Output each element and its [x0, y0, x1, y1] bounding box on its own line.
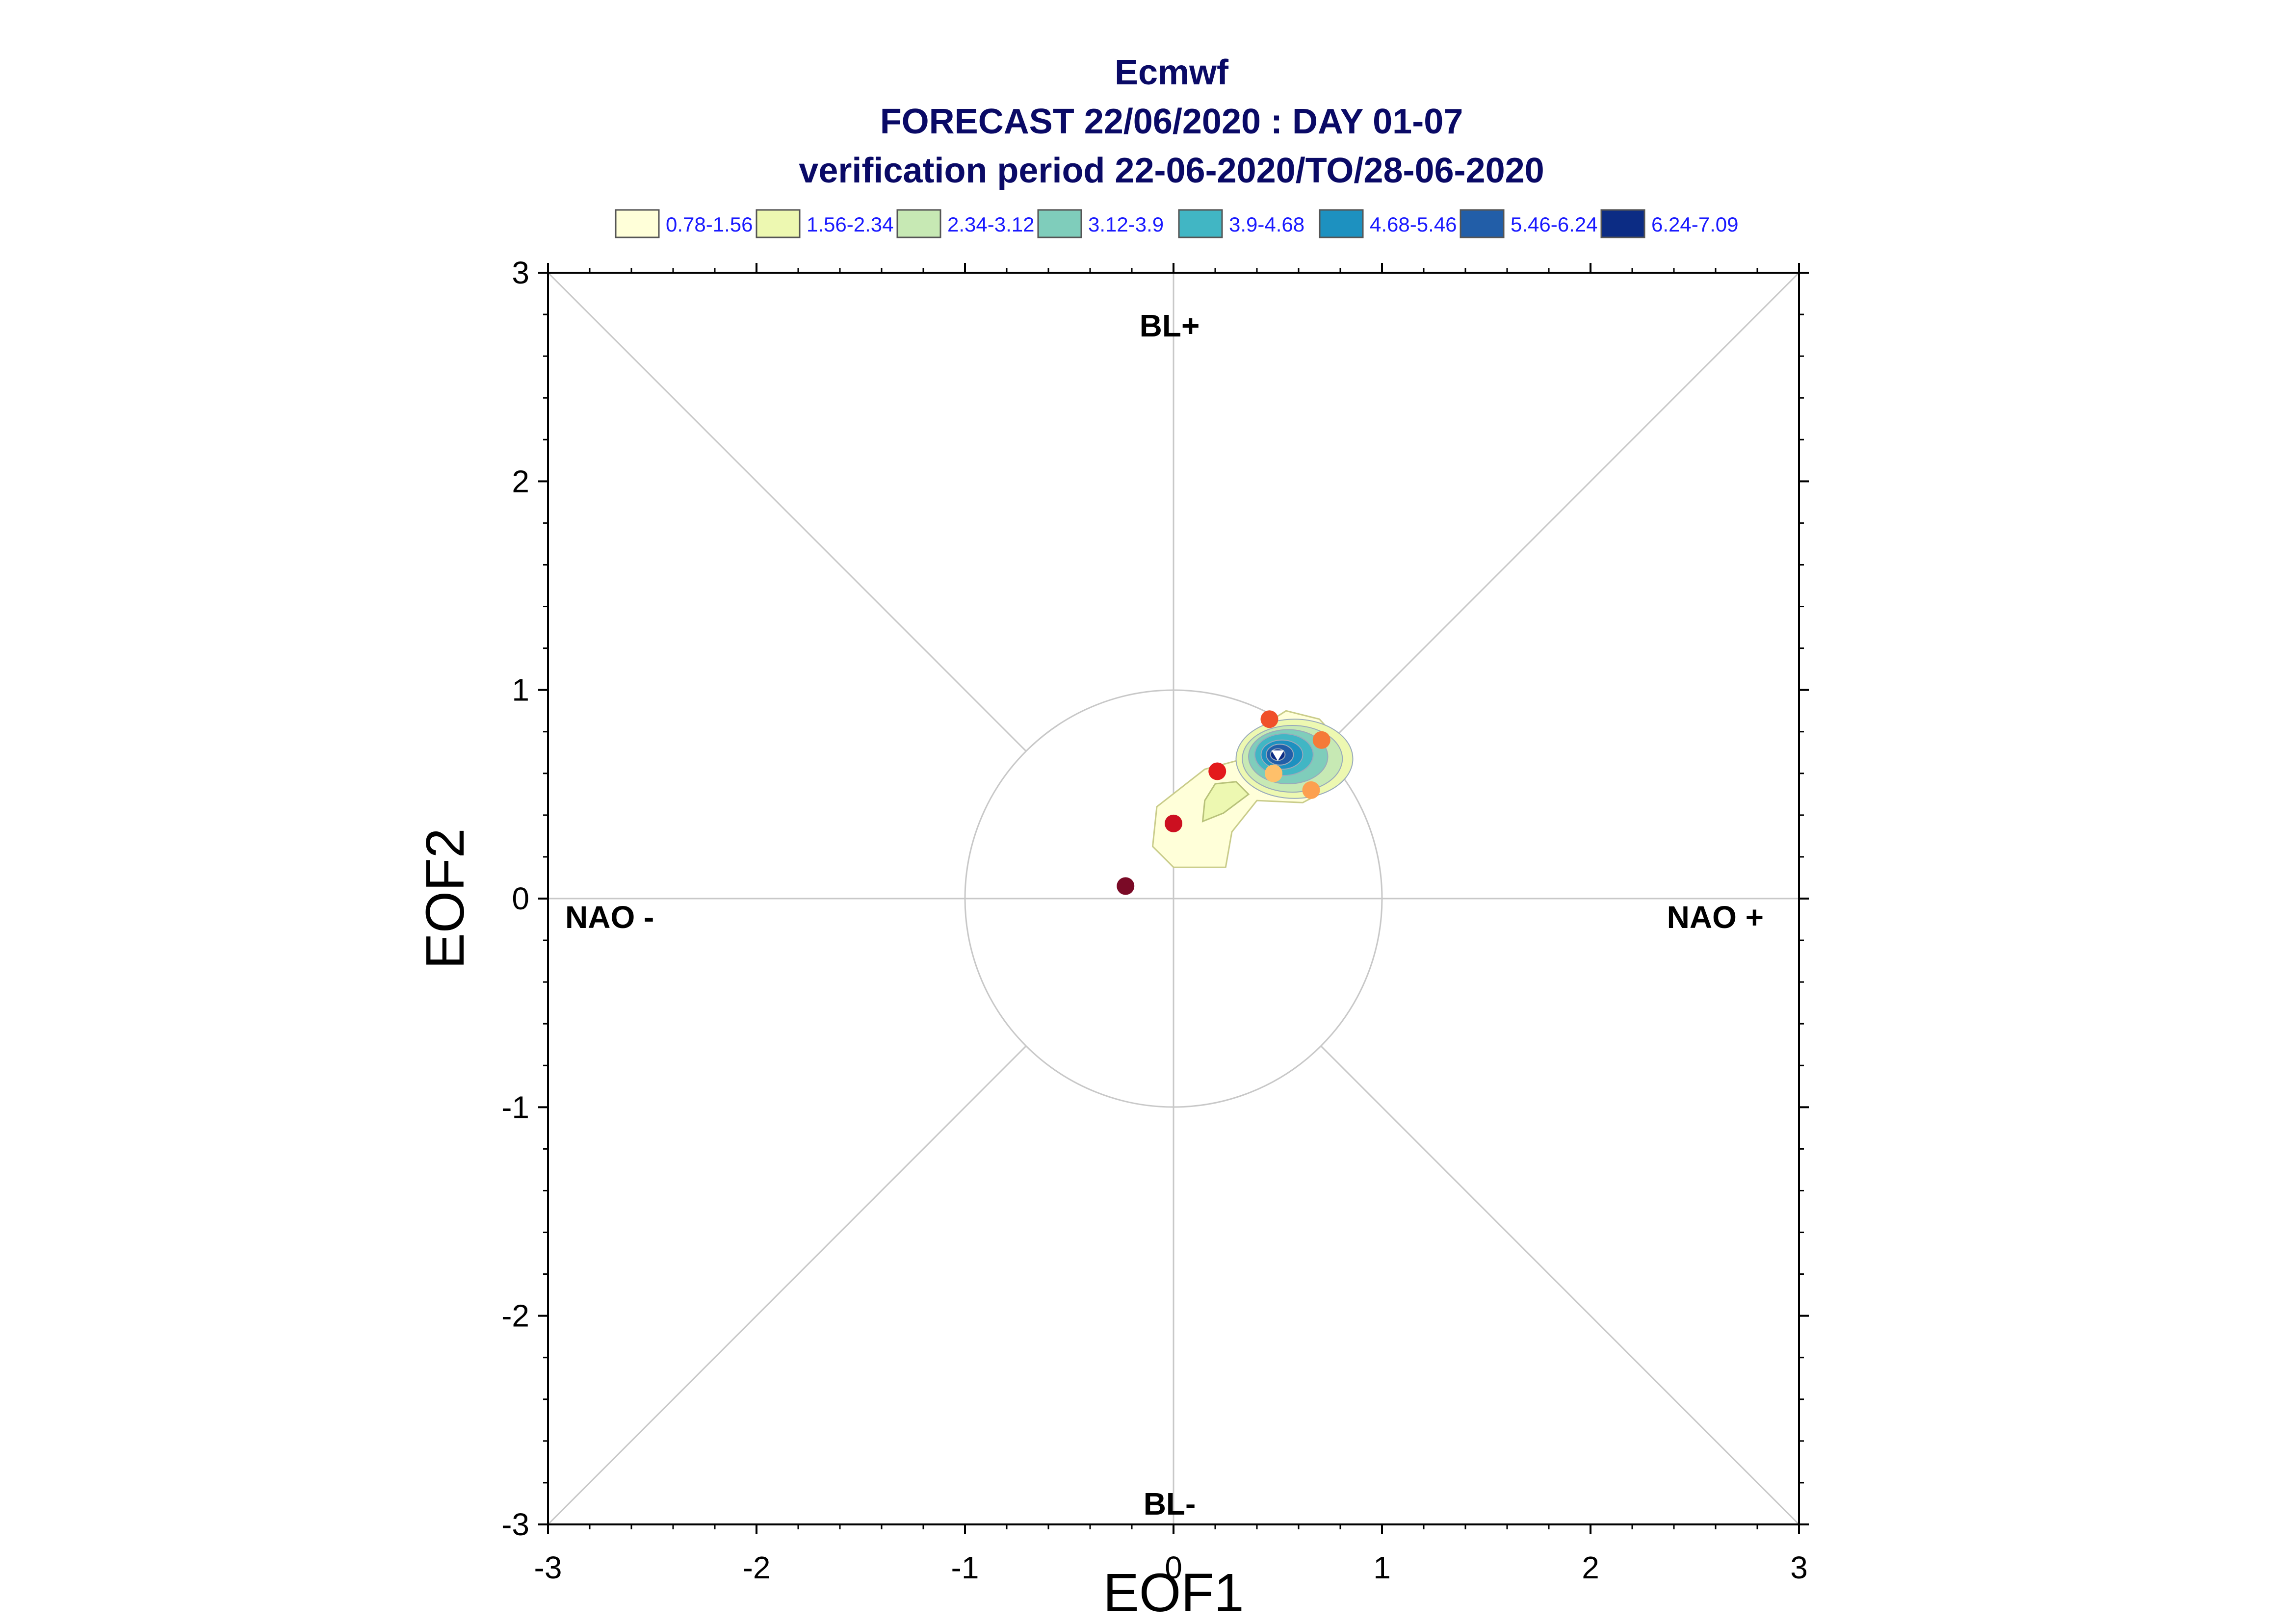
forecast-point-day-3: [1208, 762, 1226, 780]
legend-label-1: 0.78-1.56: [666, 213, 753, 236]
unit-circle: [964, 689, 1383, 1108]
reference-lines: [547, 272, 1800, 1525]
plot-area: -3 -2 -1 0 1 2 3 -3 -2 -1 0 1 2 3: [501, 255, 1809, 1585]
y-tick-label: -1: [501, 1089, 529, 1125]
title-line-3: verification period 22-06-2020/TO/28-06-…: [799, 151, 1544, 190]
legend-label-2: 1.56-2.34: [807, 213, 893, 236]
y-tick-label: 0: [512, 881, 529, 916]
diagonal-upper-right: [1320, 272, 1800, 752]
legend-swatch-5: [1178, 209, 1223, 238]
legend-swatch-4: [1037, 209, 1082, 238]
legend-swatch-7: [1460, 209, 1505, 238]
legend-label-3: 2.34-3.12: [947, 213, 1034, 236]
y-axis-title: EOF2: [415, 828, 475, 969]
y-tick-label: -2: [501, 1298, 529, 1334]
legend-label-5: 3.9-4.68: [1229, 213, 1304, 236]
x-tick-label: 3: [1790, 1550, 1808, 1585]
legend-swatch-1: [615, 209, 660, 238]
contour-tail-level-2: [1201, 781, 1250, 823]
forecast-point-day-2: [1165, 814, 1182, 832]
density-peak-marker: [1271, 750, 1284, 761]
legend-swatch-3: [896, 209, 941, 238]
chart-title: Ecmwf FORECAST 22/06/2020 : DAY 01-07 ve…: [799, 53, 1544, 190]
legend-swatch-2: [756, 209, 801, 238]
legend: 0.78-1.56 1.56-2.34 2.34-3.12 3.12-3.9 3.9-4…: [615, 209, 1738, 238]
title-line-2: FORECAST 22/06/2020 : DAY 01-07: [880, 102, 1463, 141]
regime-label-nao-minus: NAO -: [565, 900, 654, 935]
regime-label-bl-minus: BL-: [1144, 1486, 1196, 1521]
y-tick-label: -3: [501, 1507, 529, 1542]
legend-label-6: 4.68-5.46: [1370, 213, 1457, 236]
title-line-1: Ecmwf: [1115, 53, 1229, 92]
regime-label-bl-plus: BL+: [1140, 308, 1200, 343]
legend-label-7: 5.46-6.24: [1511, 213, 1597, 236]
forecast-point-day-7: [1265, 764, 1282, 782]
axis-ticks: -3 -2 -1 0 1 2 3 -3 -2 -1 0 1 2 3: [501, 255, 1809, 1585]
y-tick-label: 2: [512, 464, 529, 499]
forecast-point-day-5: [1312, 731, 1330, 749]
forecast-point-day-6: [1302, 781, 1320, 799]
y-tick-label: 3: [512, 255, 529, 290]
x-axis-title: EOF1: [1103, 1563, 1244, 1623]
diagonal-lower-left: [547, 1045, 1027, 1525]
x-tick-label: -2: [743, 1550, 771, 1585]
x-tick-label: 1: [1373, 1550, 1391, 1585]
legend-swatch-8: [1600, 209, 1645, 238]
y-tick-label: 1: [512, 672, 529, 708]
forecast-points: [1117, 710, 1330, 895]
forecast-point-day-1: [1117, 877, 1135, 895]
legend-label-8: 6.24-7.09: [1651, 213, 1738, 236]
x-tick-label: -1: [951, 1550, 979, 1585]
regime-label-nao-plus: NAO +: [1667, 900, 1764, 935]
diagonal-lower-right: [1320, 1045, 1800, 1525]
diagonal-upper-left: [547, 272, 1027, 752]
forecast-point-day-4: [1260, 710, 1278, 728]
x-tick-label: -3: [534, 1550, 562, 1585]
legend-label-4: 3.12-3.9: [1088, 213, 1164, 236]
x-tick-label: 0: [1165, 1550, 1182, 1585]
legend-swatch-6: [1319, 209, 1364, 238]
x-tick-label: 2: [1582, 1550, 1599, 1585]
